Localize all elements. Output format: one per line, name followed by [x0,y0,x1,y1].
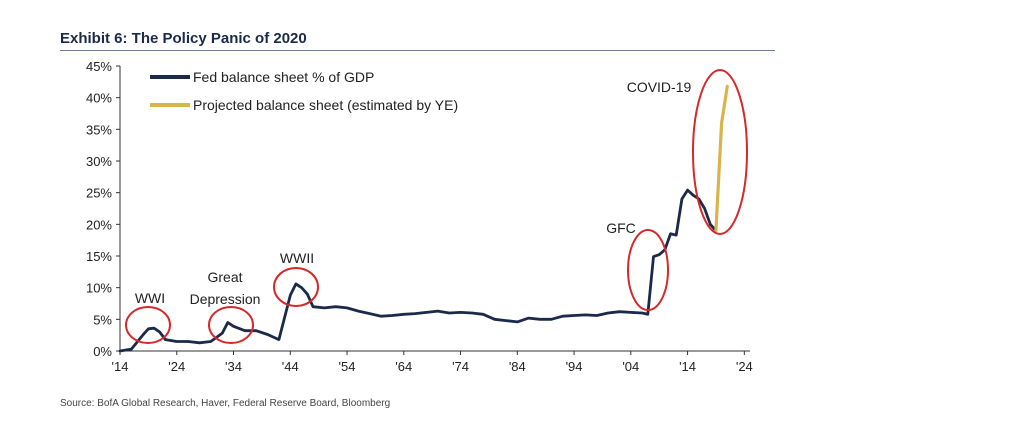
y-tick-label: 40% [86,91,112,106]
annotation-circle-1 [208,306,254,344]
y-tick-label: 45% [86,59,112,74]
legend-label-projected: Projected balance sheet (estimated by YE… [193,97,458,113]
y-tick-label: 30% [86,154,112,169]
annotation-label-covid: COVID-19 [627,79,692,95]
annotation-label-depression: Depression [190,291,261,307]
x-tick-label: '04 [622,359,639,374]
y-tick-label: 0% [93,344,112,359]
x-tick-label: '64 [395,359,412,374]
y-tick-label: 5% [93,312,112,327]
annotation-label-wwi: WWI [135,290,165,306]
x-tick-label: '84 [509,359,526,374]
legend-label-fed: Fed balance sheet % of GDP [193,69,374,85]
x-tick-label: '74 [452,359,469,374]
source-note: Source: BofA Global Research, Haver, Fed… [60,398,391,409]
annotation-label-wwii: WWII [280,250,314,266]
y-tick-label: 20% [86,217,112,232]
y-tick-label: 25% [86,186,112,201]
series-line-fed-balance-sheet [118,188,718,353]
x-tick-label: '24 [736,359,753,374]
x-tick-label: '14 [112,359,129,374]
annotation-circle-0 [125,306,171,344]
annotation-circle-4 [692,69,748,235]
title-divider [60,50,775,51]
annotation-circle-3 [627,229,669,311]
x-tick-label: '54 [339,359,356,374]
x-tick-label: '44 [282,359,299,374]
x-tick-label: '34 [225,359,242,374]
chart-title: Exhibit 6: The Policy Panic of 2020 [60,30,307,47]
y-tick-label: 35% [86,122,112,137]
y-tick-label: 15% [86,249,112,264]
annotation-circle-2 [273,267,319,307]
x-tick-label: '14 [679,359,696,374]
x-tick-label: '94 [566,359,583,374]
y-tick-label: 10% [86,281,112,296]
annotation-label-gfc: GFC [606,220,636,236]
x-tick-label: '24 [168,359,185,374]
series-line-projected [714,84,729,233]
annotation-label-great: Great [207,269,242,285]
